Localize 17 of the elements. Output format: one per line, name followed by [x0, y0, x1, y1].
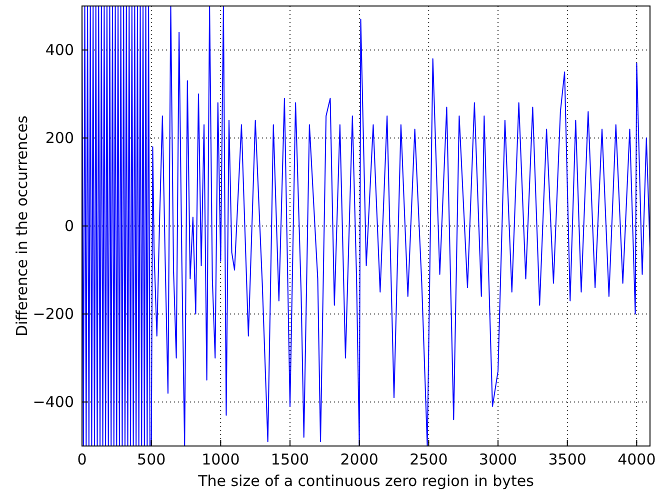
- x-tick-label: 2000: [340, 450, 378, 469]
- line-series: [82, 6, 650, 446]
- x-axis-title: The size of a continuous zero region in bytes: [197, 472, 534, 490]
- x-tick-label: 3000: [478, 450, 518, 469]
- x-tick-label: 1000: [202, 450, 240, 469]
- x-tick-label: 2500: [410, 450, 448, 469]
- y-tick-label: 0: [64, 216, 74, 235]
- x-tick-label: 4000: [618, 450, 656, 469]
- y-axis-title: Difference in the occurrences: [13, 115, 31, 336]
- y-tick-label: 400: [45, 40, 74, 59]
- x-tick-label: 1500: [270, 450, 310, 469]
- x-tick-label: 3500: [548, 450, 586, 469]
- x-tick-label: 0: [77, 450, 87, 469]
- y-tick-label: −400: [32, 392, 74, 411]
- x-tick-label: 500: [137, 450, 166, 469]
- y-tick-label: 200: [45, 128, 74, 147]
- y-tick-label: −200: [32, 304, 74, 323]
